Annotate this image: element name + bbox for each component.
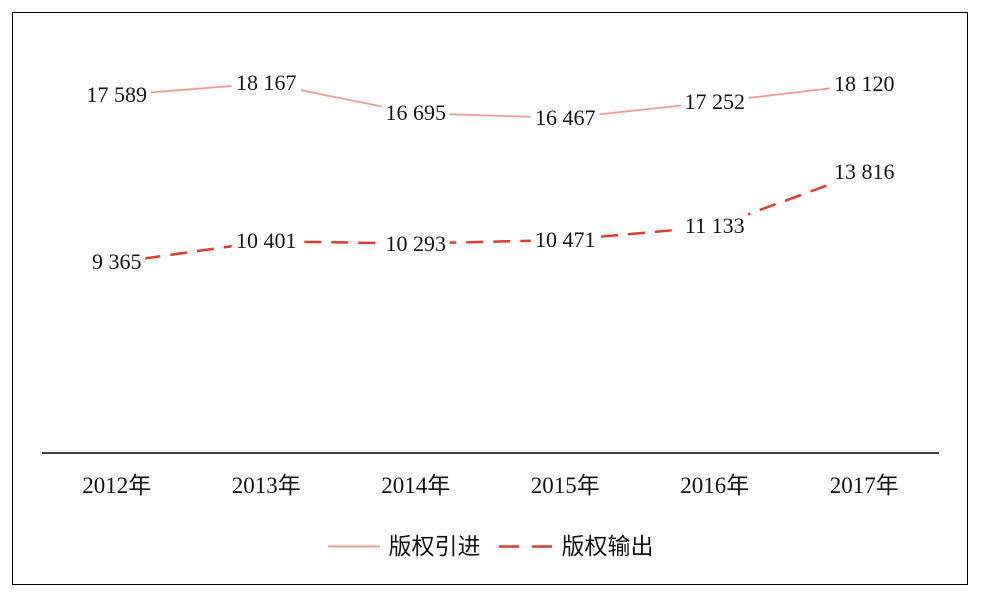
chart-legend: 版权引进 版权输出 — [0, 534, 981, 559]
data-label-series0-point0: 17 589 — [82, 81, 151, 108]
data-label-series0-point2: 16 695 — [381, 100, 450, 126]
x-axis-label-4: 2016年 — [680, 473, 750, 498]
x-axis-label-2: 2014年 — [381, 473, 451, 498]
chart-border-frame — [12, 12, 968, 585]
x-axis-label-3: 2015年 — [530, 473, 600, 498]
data-label-series0-point3: 16 467 — [531, 104, 600, 131]
data-label-series1-point0: 9 365 — [88, 249, 146, 275]
x-axis-label-5: 2017年 — [829, 473, 899, 498]
data-label-series0-point1: 18 167 — [232, 70, 301, 96]
data-label-series1-point4: 11 133 — [680, 213, 749, 239]
legend-label-copyright-imports: 版权引进 — [388, 534, 481, 559]
legend-item-copyright-exports: 版权输出 — [498, 534, 654, 559]
data-label-series1-point2: 10 293 — [381, 230, 450, 256]
x-axis-label-1: 2013年 — [231, 473, 301, 498]
legend-dashed-line-icon — [498, 545, 553, 548]
data-label-series1-point1: 10 401 — [232, 228, 301, 254]
data-label-series1-point5: 13 816 — [830, 158, 899, 184]
data-label-series0-point4: 17 252 — [680, 88, 749, 115]
legend-item-copyright-imports: 版权引进 — [327, 534, 481, 559]
legend-solid-line-icon — [327, 545, 380, 548]
series-line-copyright-exports — [116, 170, 865, 264]
data-label-series1-point3: 10 471 — [531, 226, 600, 253]
data-label-series0-point5: 18 120 — [830, 71, 899, 97]
x-axis-label-0: 2012年 — [82, 473, 152, 498]
series-line-copyright-imports — [116, 82, 865, 119]
legend-label-copyright-exports: 版权输出 — [561, 534, 654, 559]
